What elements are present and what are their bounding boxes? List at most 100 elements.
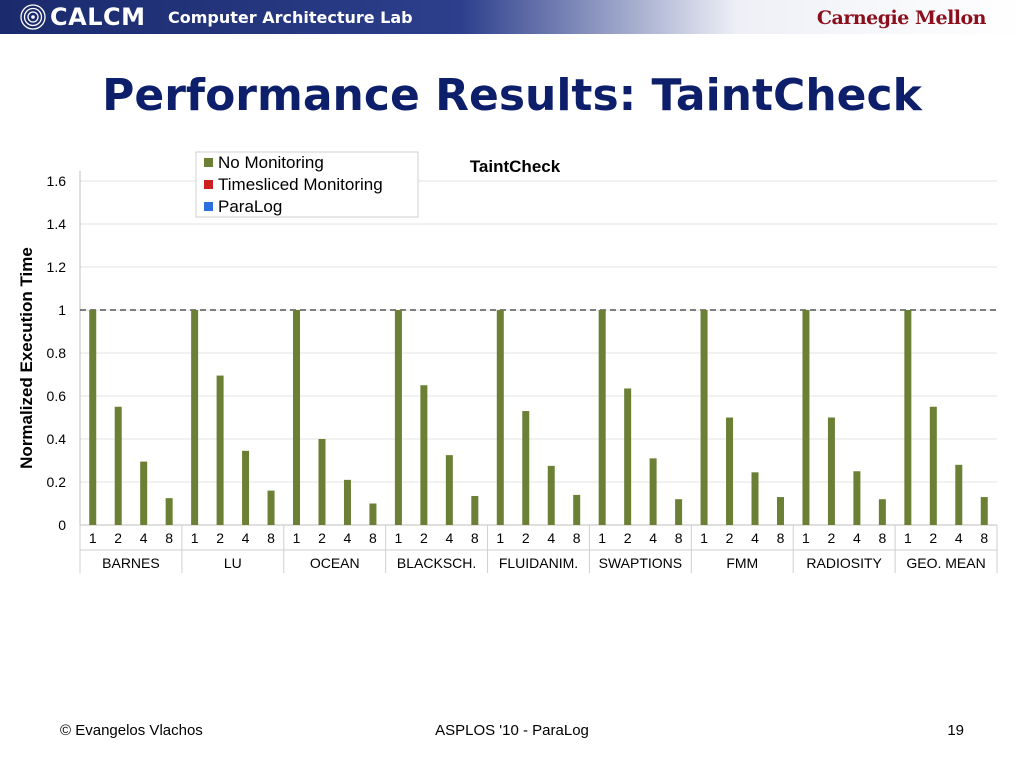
- x-subcategory-label: 1: [293, 530, 301, 546]
- axis-labels: 0 0.2 0.4 0.6 0.8 1 1.2 1.4 1.6 1 2 4 8 BARNES 1 2 4 8 LU 1…: [47, 173, 989, 571]
- bar: [394, 310, 402, 525]
- legend-label: ParaLog: [218, 197, 282, 216]
- x-subcategory-label: 2: [522, 530, 530, 546]
- bar: [904, 310, 912, 525]
- x-group-label: BLACKSCH.: [397, 555, 476, 571]
- bar: [776, 497, 784, 525]
- x-subcategory-label: 1: [191, 530, 199, 546]
- x-subcategory-label: 8: [165, 530, 173, 546]
- y-tick-label: 1.4: [47, 216, 67, 232]
- legend-swatch: [204, 202, 213, 211]
- bar: [242, 450, 250, 525]
- x-subcategory-label: 4: [649, 530, 657, 546]
- axes: [79, 171, 998, 573]
- y-tick-label: 1.2: [47, 259, 67, 275]
- bar: [547, 465, 555, 525]
- legend-box: [195, 151, 419, 218]
- header-banner: CALCM Computer Architecture Lab Carnegie…: [0, 0, 1024, 34]
- bar: [649, 458, 657, 525]
- x-subcategory-label: 8: [471, 530, 479, 546]
- legend-label: No Monitoring: [218, 153, 324, 172]
- bar: [267, 490, 275, 525]
- x-subcategory-label: 4: [853, 530, 861, 546]
- bar: [318, 439, 326, 525]
- y-tick-label: 1.6: [47, 173, 67, 189]
- x-subcategory-label: 2: [929, 530, 937, 546]
- bar: [216, 375, 224, 525]
- bar: [853, 471, 861, 525]
- lab-name: Computer Architecture Lab: [168, 8, 413, 27]
- bar: [700, 310, 708, 525]
- x-subcategory-label: 1: [89, 530, 97, 546]
- bar: [293, 310, 301, 525]
- bar: [114, 406, 122, 525]
- x-subcategory-label: 8: [267, 530, 275, 546]
- x-group-label: OCEAN: [310, 555, 360, 571]
- bar: [929, 406, 937, 525]
- legend-swatch: [204, 180, 213, 189]
- bar: [369, 503, 377, 525]
- y-axis-label: Normalized Execution Time: [17, 247, 36, 469]
- x-group-label: GEO. MEAN: [906, 555, 985, 571]
- bar: [420, 385, 428, 525]
- y-tick-label: 1: [58, 302, 66, 318]
- x-subcategory-label: 2: [624, 530, 632, 546]
- bar: [955, 464, 963, 525]
- x-subcategory-label: 4: [445, 530, 453, 546]
- x-subcategory-label: 4: [344, 530, 352, 546]
- x-group-label: FMM: [726, 555, 758, 571]
- bar: [675, 499, 683, 525]
- x-subcategory-label: 4: [140, 530, 148, 546]
- x-group-label: SWAPTIONS: [599, 555, 683, 571]
- bar: [573, 494, 581, 525]
- legend: No Monitoring Timesliced Monitoring ParaLo…: [195, 151, 419, 218]
- x-group-label: FLUIDANIM.: [499, 555, 578, 571]
- x-subcategory-label: 8: [777, 530, 785, 546]
- bar: [522, 411, 530, 525]
- x-subcategory-label: 8: [573, 530, 581, 546]
- x-subcategory-label: 8: [369, 530, 377, 546]
- y-tick-label: 0.6: [47, 388, 67, 404]
- x-subcategory-label: 4: [955, 530, 963, 546]
- university-logo: Carnegie Mellon: [816, 7, 987, 29]
- bar: [726, 417, 734, 525]
- x-group-label: LU: [224, 555, 242, 571]
- chart-title: TaintCheck: [470, 157, 561, 176]
- x-subcategory-label: 2: [726, 530, 734, 546]
- legend-label: Timesliced Monitoring: [218, 175, 383, 194]
- brand-name: CALCM: [50, 3, 146, 31]
- x-subcategory-label: 2: [828, 530, 836, 546]
- x-subcategory-label: 2: [420, 530, 428, 546]
- footer-page-number: 19: [947, 722, 964, 739]
- bar: [471, 495, 479, 525]
- x-subcategory-label: 1: [496, 530, 504, 546]
- x-subcategory-label: 4: [751, 530, 759, 546]
- x-subcategory-label: 8: [980, 530, 988, 546]
- bar: [751, 472, 759, 525]
- bar: [140, 461, 148, 525]
- slide-title: Performance Results: TaintCheck: [102, 70, 922, 121]
- bar: [878, 499, 886, 525]
- x-group-label: RADIOSITY: [806, 555, 882, 571]
- bar: [89, 310, 97, 525]
- bar: [165, 498, 173, 525]
- bar: [827, 417, 835, 525]
- y-tick-label: 0.8: [47, 345, 67, 361]
- x-subcategory-label: 8: [675, 530, 683, 546]
- x-subcategory-label: 1: [700, 530, 708, 546]
- y-tick-label: 0: [58, 517, 66, 533]
- x-subcategory-label: 8: [878, 530, 886, 546]
- x-group-label: BARNES: [102, 555, 160, 571]
- x-subcategory-label: 1: [904, 530, 912, 546]
- bars: [89, 310, 988, 525]
- y-tick-label: 0.4: [47, 431, 67, 447]
- x-subcategory-label: 1: [802, 530, 810, 546]
- x-subcategory-label: 1: [598, 530, 606, 546]
- bar: [624, 388, 632, 525]
- bar: [980, 497, 988, 525]
- x-subcategory-label: 2: [216, 530, 224, 546]
- bar: [343, 479, 351, 525]
- bar: [191, 310, 199, 525]
- bar: [496, 310, 504, 525]
